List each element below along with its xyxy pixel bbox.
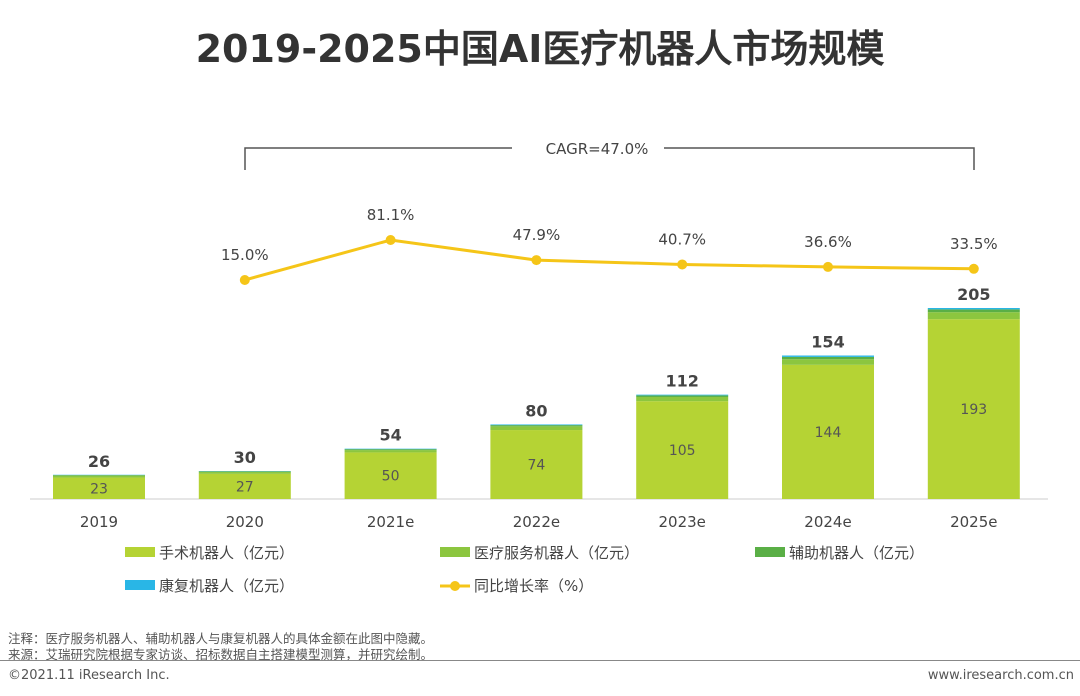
footer-divider [0,660,1080,661]
bar-segment [490,430,583,499]
growth-point [677,259,688,270]
x-tick-label: 2024e [804,513,851,531]
bar-segment [490,426,583,431]
growth-label: 33.5% [950,235,998,253]
growth-point [823,261,833,272]
growth-point [239,275,250,285]
bar-segment [927,319,1020,499]
growth-point [531,255,542,266]
chart-plot: 26 23 2019 30 27 2020 54 50 2021e 80 74 2022e 112 105… [30,140,1048,595]
bar-segment [198,471,291,472]
bar-segment [344,449,437,451]
bar-value-label: 105 [669,443,696,459]
footer-copyright: ©2021.11 iResearch Inc. [8,668,170,683]
bar-segment [490,424,583,426]
bar-segment [53,475,145,476]
bar-total-label: 26 [88,452,110,471]
legend-swatch [440,547,470,557]
bar-segment [782,364,874,499]
growth-label: 40.7% [658,230,706,248]
footer-website[interactable]: www.iresearch.com.cn [927,668,1074,683]
bar-segment [53,475,145,478]
x-tick-label: 2023e [658,513,705,531]
growth-label: 36.6% [804,233,852,251]
chart-title: 2019-2025中国AI医疗机器人市场规模 [195,27,885,71]
chart-note: 注释：医疗服务机器人、辅助机器人与康复机器人的具体金额在此图中隐藏。 [8,631,434,646]
legend-label: 辅助机器人（亿元） [789,544,924,562]
legend-label: 医疗服务机器人（亿元） [474,544,639,562]
bar-value-label: 74 [527,458,545,474]
bar-value-label: 144 [815,425,842,441]
bar-value-label: 27 [236,479,254,495]
bar-segment [490,425,583,427]
cagr-label: CAGR=47.0% [546,140,649,158]
x-tick-label: 2025e [950,513,997,531]
bar-segment [636,394,729,396]
bar-total-label: 30 [234,448,256,467]
growth-label: 15.0% [221,246,269,264]
cagr-bracket [244,147,975,170]
bar-segment [927,309,1020,313]
bar-segment [636,396,729,402]
bar-total-label: 54 [379,426,401,445]
bar-segment [53,477,145,499]
bar-total-label: 112 [665,372,698,391]
legend-label: 同比增长率（%） [474,577,593,595]
chart-source: 来源：艾瑞研究院根据专家访谈、招标数据自主搭建模型测算，并研究绘制。 [8,647,434,662]
bar-value-label: 193 [960,402,987,418]
x-tick-label: 2020 [226,513,264,531]
growth-line [244,238,974,282]
legend-line-marker [450,581,460,591]
growth-point [385,235,396,246]
bar-segment [636,401,729,499]
legend-label: 康复机器人（亿元） [159,577,294,595]
legend-label: 手术机器人（亿元） [159,544,294,562]
bar-total-label: 154 [811,333,844,352]
bar-total-label: 205 [957,285,990,304]
growth-label: 47.9% [513,226,561,244]
x-tick-label: 2022e [513,513,560,531]
bar-segment [927,312,1020,320]
x-tick-label: 2019 [80,513,118,531]
bar-value-label: 50 [382,469,400,485]
bar-segment [782,356,874,360]
bar-segment [782,359,874,365]
growth-label: 81.1% [367,206,415,224]
bar-total-label: 80 [525,401,547,420]
bar-segment [344,450,437,453]
legend-swatch [125,547,155,557]
bar-segment [198,473,291,499]
bar-segment [927,308,1020,310]
legend-swatch [755,547,785,557]
x-tick-label: 2021e [367,513,414,531]
legend-swatch [125,580,155,590]
bar-segment [198,471,291,474]
bar-value-label: 23 [90,481,108,497]
bar-segment [344,452,437,499]
bar-segment [636,395,729,397]
bar-segment [782,355,874,357]
growth-point [968,263,979,274]
